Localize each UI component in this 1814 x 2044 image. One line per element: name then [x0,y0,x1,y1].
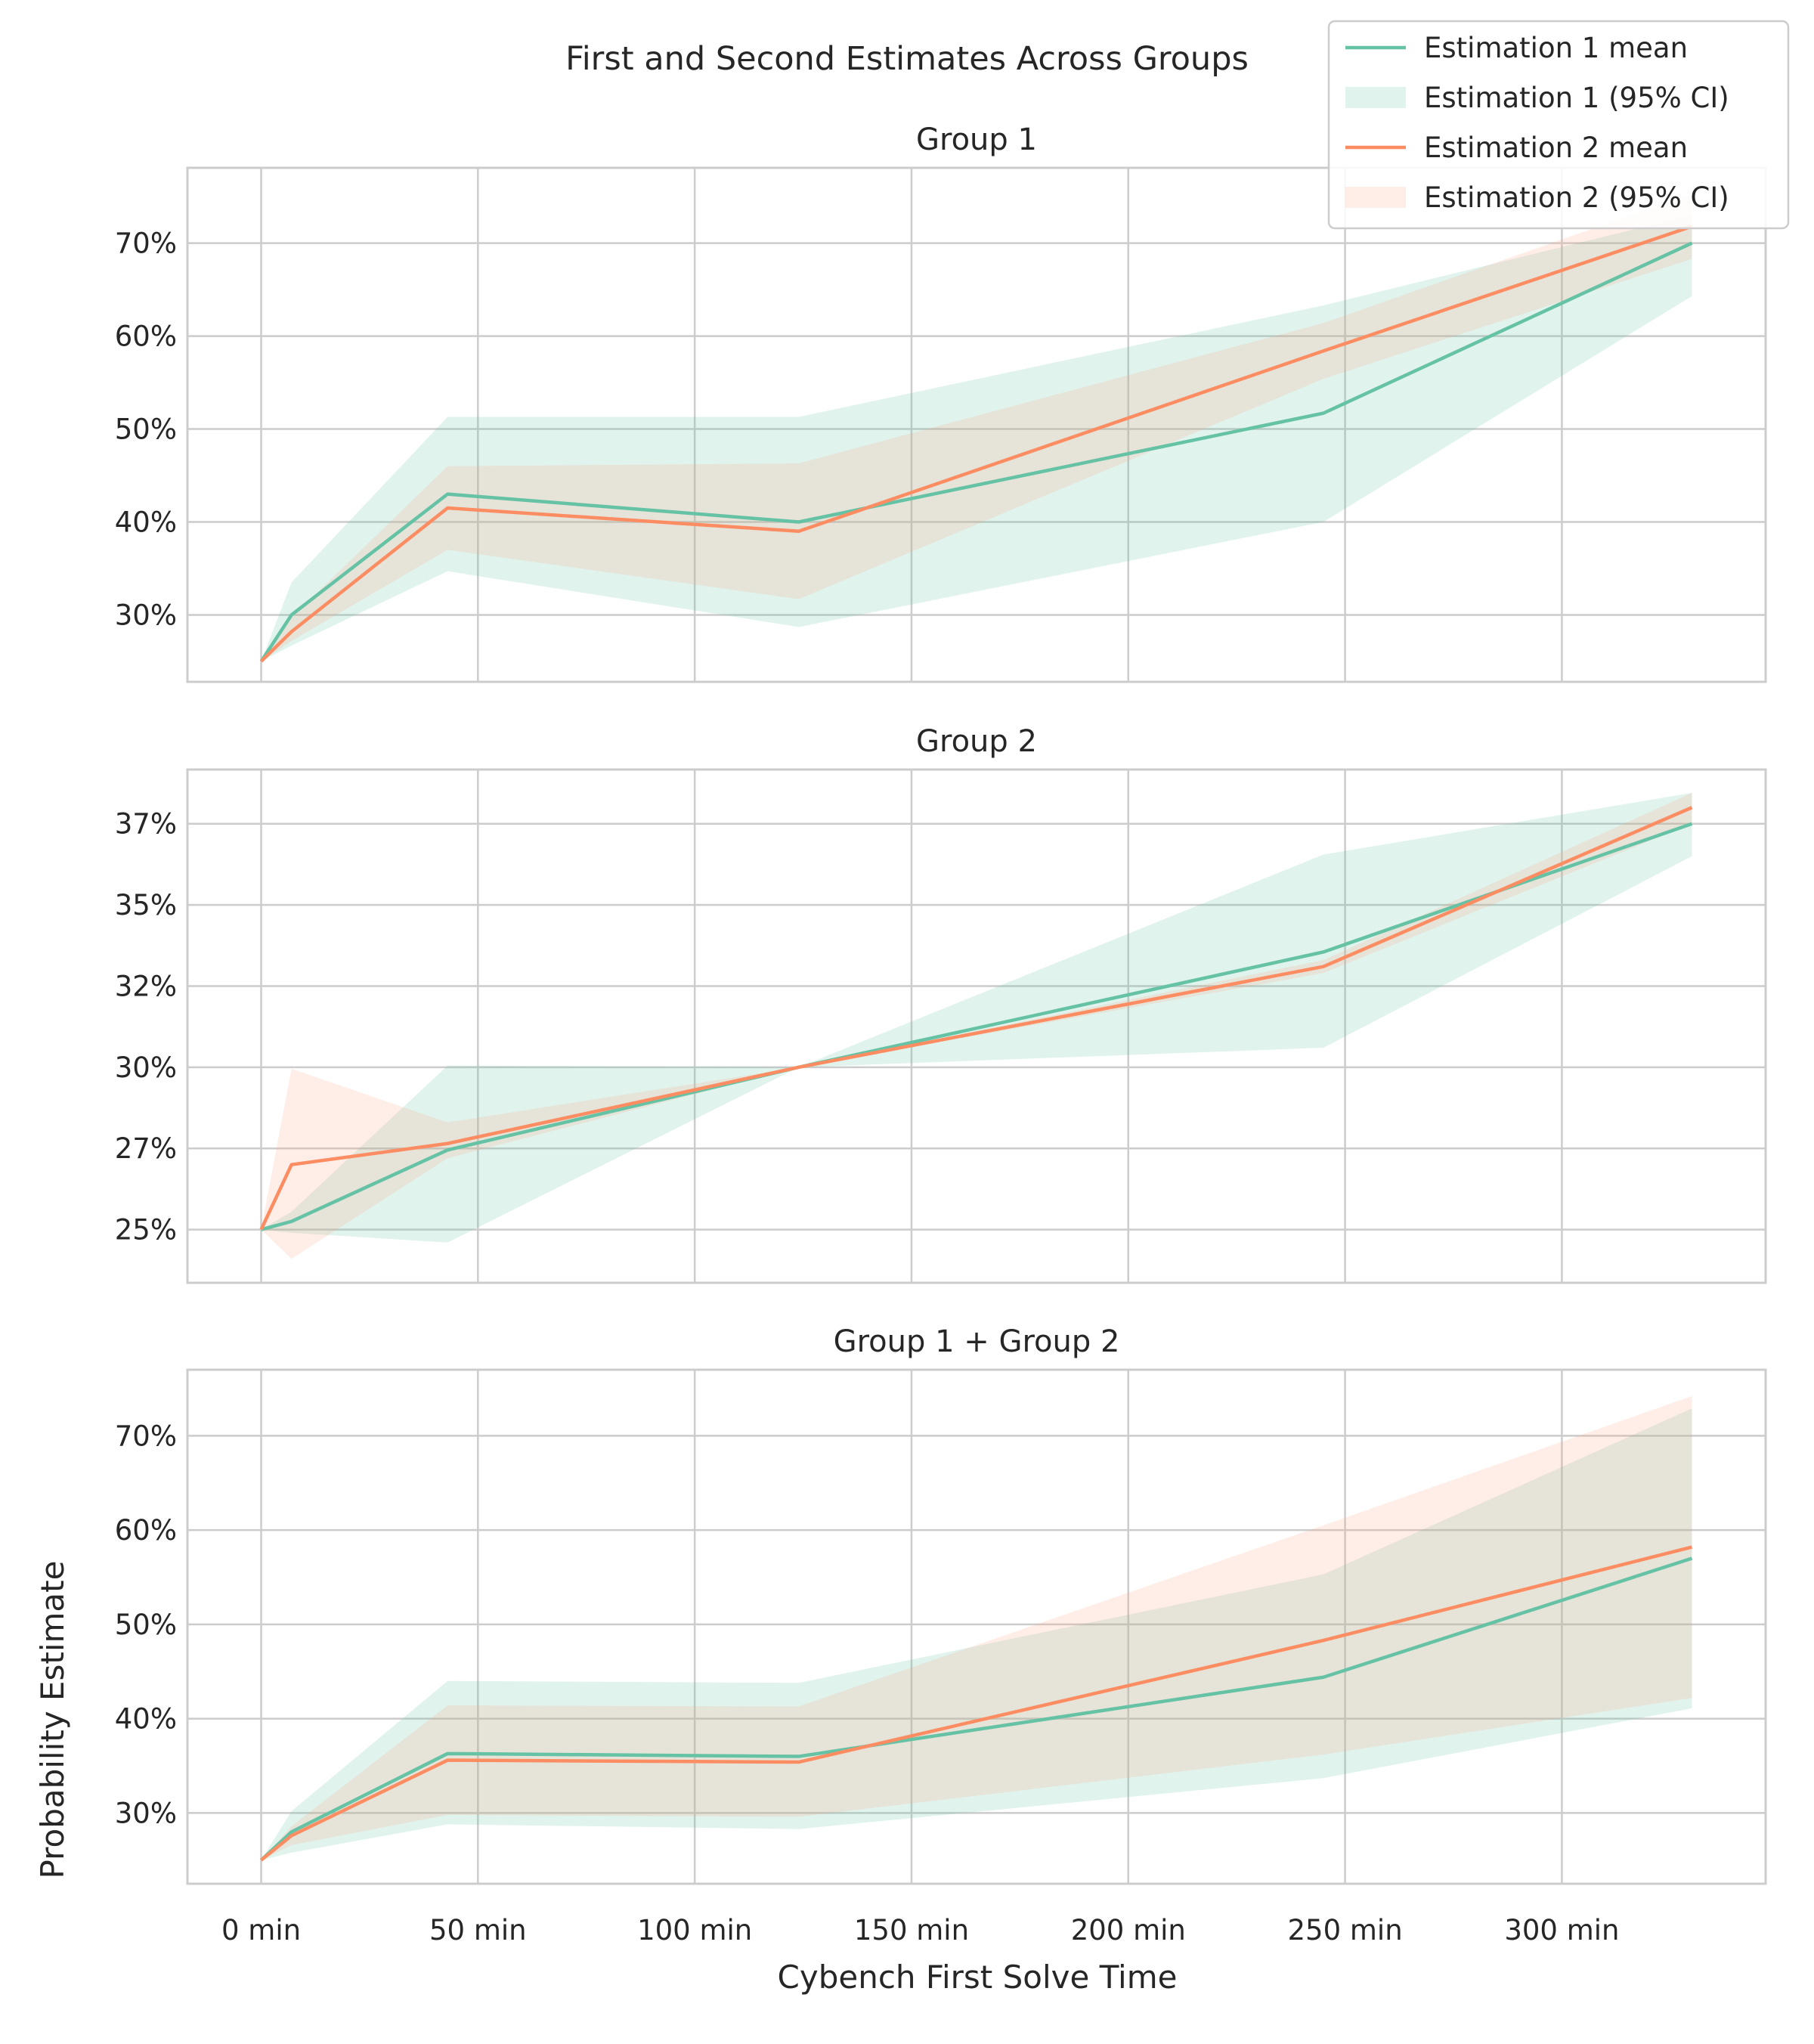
legend: Estimation 1 mean Estimation 1 (95% CI) Es… [1327,20,1790,230]
panel-3-title: Group 1 + Group 2 [834,1324,1120,1359]
panel-1-frame [186,166,1767,683]
y-axis-label: Probability Estimate [34,1561,71,1879]
y-tick-label: 70% [115,1420,177,1452]
legend-entry-label: Estimation 2 (95% CI) [1424,181,1729,214]
x-tick-label: 0 min [221,1914,301,1946]
panel-1: Group 1 30% 40% 50% 60% 70% [115,122,1767,683]
x-tick-label: 250 min [1288,1914,1403,1946]
y-tick-label: 60% [115,321,177,353]
legend-band-swatch [1345,187,1406,208]
panel-1-title: Group 1 [916,122,1037,157]
x-axis-label: Cybench First Solve Time [778,1959,1178,1996]
y-tick-label: 50% [115,413,177,446]
figure-title: First and Second Estimates Across Groups [565,40,1249,78]
legend-frame [1327,20,1790,230]
y-tick-label: 40% [115,506,177,538]
panel-3-frame [186,1368,1767,1885]
legend-entry-label: Estimation 1 (95% CI) [1424,82,1729,114]
panel-1-grid [187,168,1766,682]
y-tick-label: 32% [115,970,177,1002]
y-tick-label: 37% [115,808,177,841]
y-tick-label: 70% [115,228,177,260]
y-tick-label: 25% [115,1214,177,1247]
x-tick-label: 150 min [854,1914,969,1946]
legend-entry-label: Estimation 1 mean [1424,32,1688,64]
legend-entry-label: Estimation 2 mean [1424,132,1688,164]
panel-2: Group 2 25% 27% 30% 32% 35% 37% [115,724,1767,1284]
panel-1-ci-band-1 [261,215,1692,661]
y-tick-label: 30% [115,599,177,631]
y-tick-label: 50% [115,1609,177,1641]
x-tick-label: 300 min [1504,1914,1619,1946]
panel-2-mean-line-2 [259,806,1693,1231]
y-tick-label: 35% [115,889,177,921]
panel-2-title: Group 2 [916,724,1037,759]
panel-3-grid [187,1370,1766,1884]
y-tick-label: 30% [115,1797,177,1829]
y-tick-label: 40% [115,1703,177,1736]
panel-3-ci-band-2 [261,1395,1692,1860]
panel-2-frame [186,768,1767,1284]
y-tick-label: 27% [115,1132,177,1165]
x-tick-label: 200 min [1071,1914,1186,1946]
y-tick-label: 60% [115,1514,177,1547]
panel-1-mean-line-2 [259,225,1693,663]
panel-1-ci-band-2 [261,194,1692,661]
panel-3-mean-line-2 [260,1545,1693,1862]
legend-band-swatch [1345,87,1406,108]
panel-2-grid [187,770,1766,1283]
panel-1-mean-line-1 [259,241,1693,663]
panel-3: Group 1 + Group 2 30% 40% 50% 60% 70% 0 min 50 … [115,1324,1767,1946]
y-tick-label: 30% [115,1051,177,1084]
x-tick-label: 50 min [429,1914,527,1946]
panel-3-mean-line-1 [259,1556,1693,1862]
panel-2-ci-band-1 [261,792,1692,1243]
panel-2-mean-line-1 [260,822,1693,1231]
x-tick-label: 100 min [637,1914,752,1946]
panel-3-ci-band-1 [261,1408,1692,1860]
